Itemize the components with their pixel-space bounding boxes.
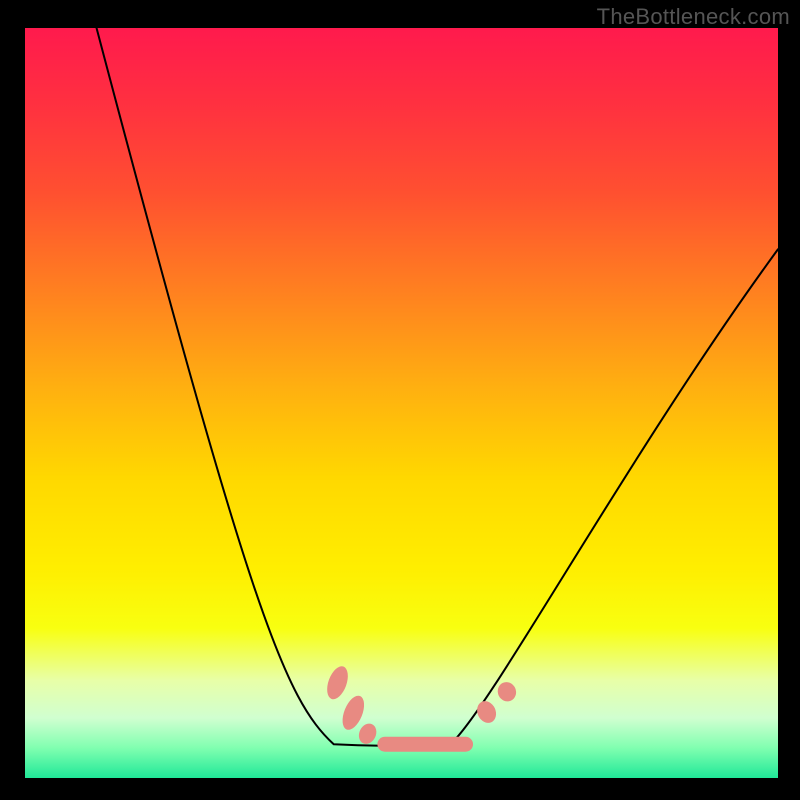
chart-svg xyxy=(0,0,800,800)
bottleneck-chart: TheBottleneck.com xyxy=(0,0,800,800)
watermark-text: TheBottleneck.com xyxy=(597,4,790,30)
curve-marker-floor xyxy=(377,737,473,752)
plot-background xyxy=(25,28,778,778)
